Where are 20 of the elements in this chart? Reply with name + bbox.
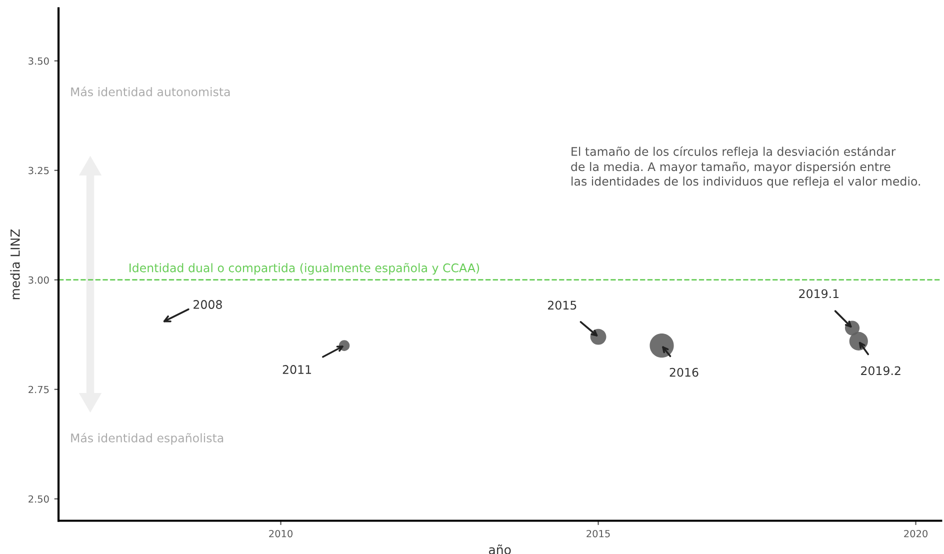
x-tick-label: 2020 <box>904 530 928 538</box>
annotation: Más identidad españolista <box>71 432 224 445</box>
annotation: El tamaño de los círculos refleja la desviación estándar de la media. A mayor tamaño, mayor dispersión entre las identidades de los individuos que refleja el valor medio. <box>571 146 920 188</box>
annotation: Más identidad autonomista <box>71 86 230 96</box>
annotation: 2016 <box>670 368 698 377</box>
annotation: 2008 <box>194 300 222 309</box>
x-tick-label: 2010 <box>269 530 292 538</box>
y-tick-label: 3.50 <box>28 57 49 65</box>
y-tick-label: 2.50 <box>28 495 49 503</box>
y-tick-label: 3.00 <box>28 276 49 284</box>
annotation: 2015 <box>548 300 576 310</box>
x-axis-title: año <box>488 544 511 554</box>
annotation: 2011 <box>282 365 311 374</box>
annotation: 2019.1 <box>799 289 838 298</box>
ref-line-label: Identidad dual o compartida (igualmente española y CCAA) <box>130 262 480 275</box>
y-tick-label: 3.25 <box>28 166 49 174</box>
y-tick-label: 2.75 <box>28 386 49 394</box>
y-axis-title: media LINZ <box>10 229 20 300</box>
annotation: 2019.2 <box>861 366 900 376</box>
x-tick-label: 2015 <box>586 530 610 538</box>
